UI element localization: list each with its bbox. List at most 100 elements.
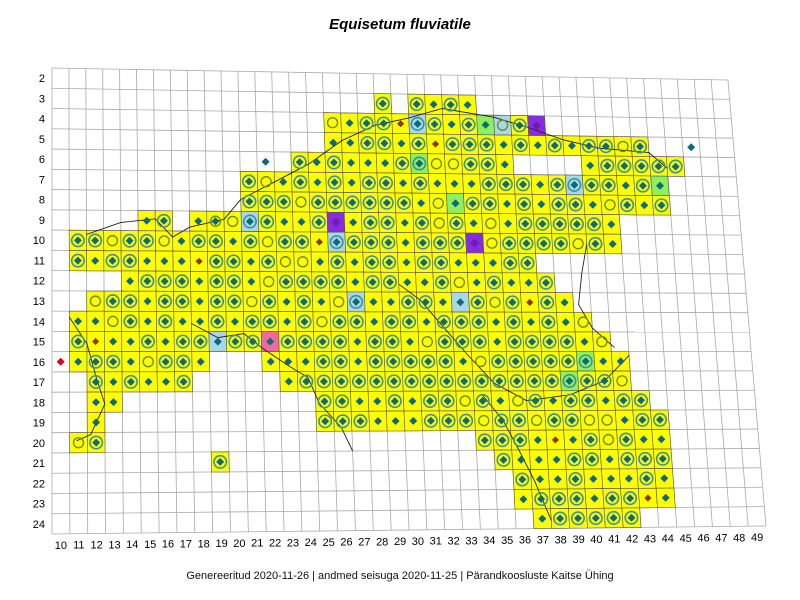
circle-marker-icon [245,334,260,349]
diamond-marker-icon [620,161,629,170]
diamond-marker-icon [436,238,445,247]
grid-cell [482,232,502,254]
diamond-marker-icon [355,397,364,406]
diamond-marker-icon [333,258,342,266]
circle-marker-icon [438,354,453,369]
ring-marker-icon [478,414,490,427]
circle-marker-icon [380,215,395,230]
grid-cell [69,432,88,454]
diamond-marker-icon [381,159,390,168]
diamond-marker-icon [483,160,492,169]
diamond-marker-icon [475,337,484,346]
diamond-marker-icon [367,258,376,267]
circle-marker-icon [472,334,487,349]
circle-marker-icon [588,511,603,526]
diamond-marker-icon [335,317,344,326]
diamond-marker-icon [426,416,435,425]
diamond-marker-icon [636,142,644,151]
circle-marker-icon [367,334,382,349]
diamond-marker-icon [443,397,452,405]
circle-marker-icon [122,233,137,248]
diamond-marker-icon [538,514,547,523]
diamond-icon [687,143,696,152]
diamond-marker-icon [641,454,650,463]
diamond-marker-icon [351,278,360,286]
circle-marker-icon [175,294,190,309]
circle-marker-icon [409,97,424,112]
ring-marker-icon [430,158,443,170]
column-label: 49 [751,532,763,544]
diamond-marker-icon [570,455,579,464]
circle-marker-icon [210,314,225,329]
diamond-marker-icon [282,297,291,306]
column-label: 42 [626,534,638,546]
diamond-marker-icon [523,259,532,267]
circle-marker-icon [498,177,513,192]
diamond-marker-icon [671,162,680,171]
diamond-marker-icon [300,317,309,326]
diamond-marker-icon [295,158,304,167]
diamond-marker-icon [493,337,502,346]
circle-marker-icon [551,197,566,212]
diamond-marker-icon [408,397,417,406]
circle-marker-icon [279,274,294,289]
grid-cell [276,251,295,273]
diamond-marker-icon [279,177,288,186]
diamond-marker-icon [544,318,553,327]
circle-marker-icon [534,492,549,507]
circle-marker-icon [123,294,138,309]
diamond-marker-icon [571,475,580,484]
circle-marker-icon [335,394,350,409]
diamond-marker-icon [454,258,463,267]
grid-cell [258,231,277,253]
diamond-marker-icon [608,240,617,248]
grid-cell [573,311,593,333]
diamond-marker-icon [143,277,152,286]
diamond-marker-icon [456,298,465,307]
row-label: 16 [33,357,45,369]
diamond-marker-icon [437,258,446,267]
grid-cell [597,409,617,431]
diamond-marker-icon [485,199,494,208]
diamond-marker-icon [195,277,204,286]
diamond-marker-icon [505,239,514,248]
ring-marker-icon [142,355,154,368]
grid-cell [259,271,278,293]
diamond-marker-icon [425,377,434,386]
diamond-marker-icon [586,435,595,444]
circle-marker-icon [584,178,599,193]
diamond-marker-icon [264,257,273,266]
diamond-marker-icon [639,435,648,444]
diamond-marker-icon [567,416,576,425]
circle-marker-icon [515,472,530,487]
purple-diamond-icon [470,238,480,248]
row-label: 10 [33,235,45,247]
diamond-marker-icon [399,179,408,188]
diamond-marker-icon [91,256,100,265]
circle-marker-icon [536,236,551,251]
ring-marker-icon [433,217,445,229]
diamond-marker-icon [398,159,407,168]
ring-marker-icon [617,140,629,153]
diamond-marker-icon [337,377,346,386]
circle-marker-icon [563,393,578,408]
diamond-marker-icon [469,219,478,228]
diamond-marker-icon [248,337,257,346]
diamond-marker-icon [529,357,538,366]
diamond-marker-icon [355,377,363,386]
column-label: 37 [537,535,549,547]
grid-cell [223,210,242,232]
diamond-marker-icon [336,357,345,366]
circle-marker-icon [449,216,464,231]
diamond-marker-icon [346,138,355,147]
diamond-marker-icon [91,357,100,366]
circle-marker-icon [564,413,579,428]
circle-marker-icon [579,373,594,388]
diamond-marker-icon [383,218,392,227]
diamond-marker-icon [229,237,238,246]
row-label: 11 [34,256,45,268]
diamond-marker-icon [417,199,426,208]
circle-marker-icon [326,155,341,170]
circle-marker-icon [482,196,497,211]
diamond-marker-icon [334,277,342,286]
